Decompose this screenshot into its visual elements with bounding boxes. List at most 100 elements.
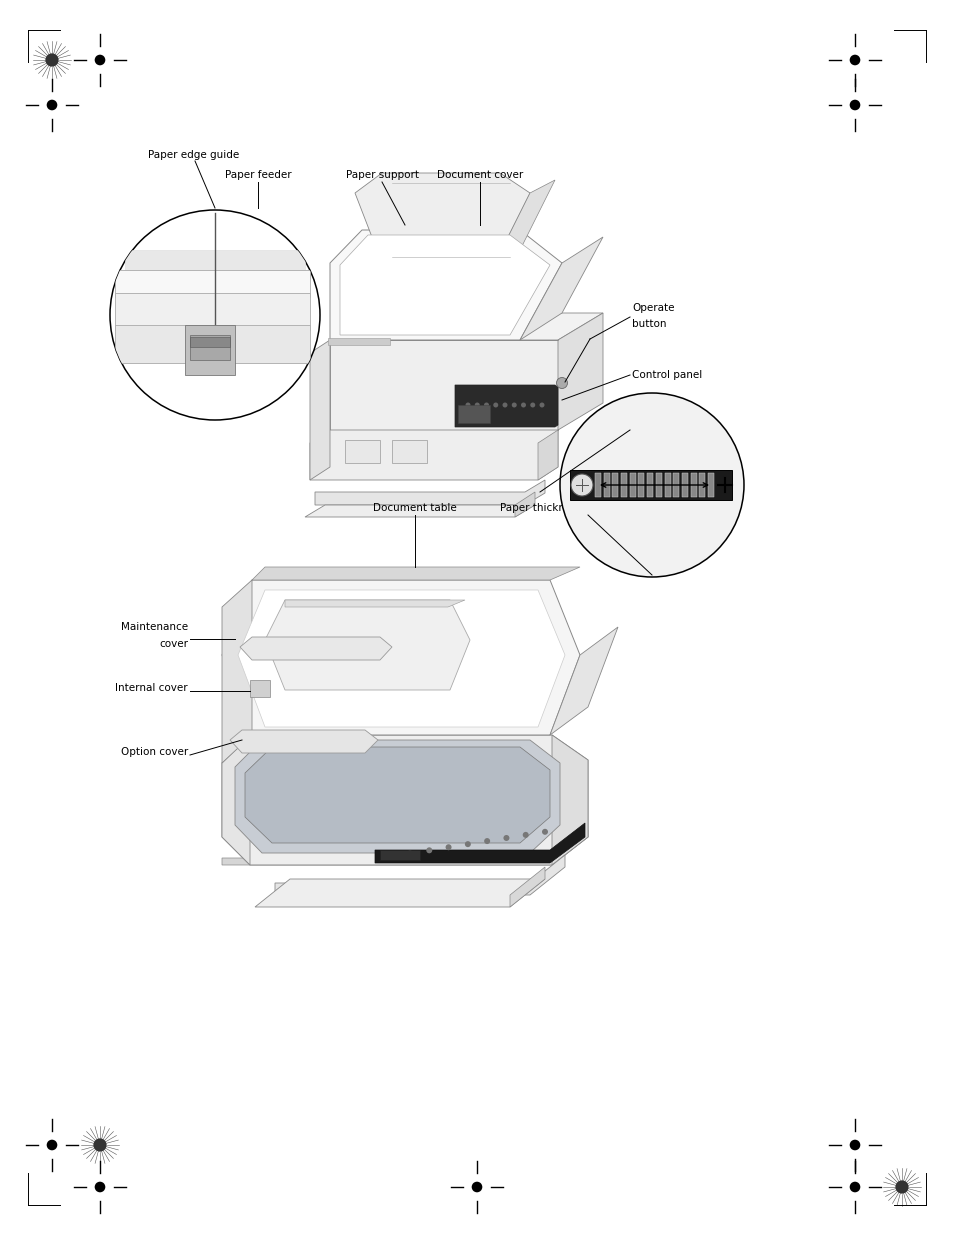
Polygon shape bbox=[681, 473, 687, 496]
Polygon shape bbox=[288, 300, 317, 330]
Text: Document cover: Document cover bbox=[436, 170, 522, 180]
Polygon shape bbox=[330, 340, 558, 430]
Polygon shape bbox=[339, 235, 550, 335]
Circle shape bbox=[841, 46, 868, 74]
Circle shape bbox=[849, 100, 860, 110]
Circle shape bbox=[841, 91, 868, 119]
Polygon shape bbox=[552, 735, 587, 864]
Polygon shape bbox=[222, 580, 579, 735]
Polygon shape bbox=[230, 730, 377, 753]
Polygon shape bbox=[245, 747, 550, 844]
Text: button: button bbox=[631, 319, 666, 329]
Circle shape bbox=[426, 847, 432, 853]
Polygon shape bbox=[115, 325, 310, 363]
Polygon shape bbox=[638, 473, 644, 496]
Circle shape bbox=[849, 1182, 860, 1192]
Circle shape bbox=[571, 474, 593, 496]
Polygon shape bbox=[707, 473, 713, 496]
Circle shape bbox=[47, 100, 57, 110]
Polygon shape bbox=[330, 230, 561, 340]
Text: Option cover: Option cover bbox=[121, 747, 188, 757]
Polygon shape bbox=[314, 480, 544, 505]
Circle shape bbox=[503, 835, 509, 841]
Polygon shape bbox=[563, 473, 583, 496]
Polygon shape bbox=[699, 473, 704, 496]
Polygon shape bbox=[222, 735, 587, 864]
Polygon shape bbox=[655, 473, 661, 496]
Text: Paper support: Paper support bbox=[345, 170, 418, 180]
Circle shape bbox=[445, 845, 451, 850]
Polygon shape bbox=[237, 590, 564, 727]
Circle shape bbox=[841, 1173, 868, 1200]
Polygon shape bbox=[515, 492, 535, 517]
Polygon shape bbox=[355, 173, 530, 263]
Text: Document table: Document table bbox=[373, 503, 456, 513]
Polygon shape bbox=[379, 850, 419, 860]
Circle shape bbox=[94, 54, 105, 65]
Polygon shape bbox=[222, 830, 587, 864]
Text: Paper feeder: Paper feeder bbox=[225, 170, 291, 180]
Circle shape bbox=[94, 1182, 105, 1192]
Polygon shape bbox=[595, 473, 600, 496]
Circle shape bbox=[556, 378, 567, 389]
Polygon shape bbox=[510, 867, 544, 906]
Text: Paper edge guide: Paper edge guide bbox=[148, 149, 239, 161]
Circle shape bbox=[483, 839, 490, 844]
Polygon shape bbox=[185, 325, 234, 375]
Text: Operate: Operate bbox=[631, 303, 674, 312]
Polygon shape bbox=[254, 879, 544, 906]
Text: Maintenance: Maintenance bbox=[121, 622, 188, 632]
Polygon shape bbox=[375, 823, 584, 863]
Polygon shape bbox=[190, 337, 230, 347]
Polygon shape bbox=[603, 473, 609, 496]
Circle shape bbox=[86, 46, 113, 74]
Circle shape bbox=[530, 403, 535, 408]
Circle shape bbox=[522, 832, 528, 837]
Circle shape bbox=[86, 1173, 113, 1200]
Circle shape bbox=[493, 403, 497, 408]
Polygon shape bbox=[222, 580, 252, 763]
Circle shape bbox=[471, 1182, 482, 1192]
Circle shape bbox=[511, 403, 517, 408]
Text: cover: cover bbox=[159, 638, 188, 650]
Circle shape bbox=[462, 1173, 491, 1200]
Circle shape bbox=[483, 403, 489, 408]
Text: Paper thickness switch: Paper thickness switch bbox=[500, 503, 618, 513]
Polygon shape bbox=[612, 473, 618, 496]
Circle shape bbox=[502, 403, 507, 408]
Polygon shape bbox=[673, 473, 679, 496]
Text: Output tray: Output tray bbox=[631, 425, 692, 435]
Polygon shape bbox=[392, 440, 427, 463]
Polygon shape bbox=[190, 335, 230, 359]
Circle shape bbox=[841, 1131, 868, 1158]
Circle shape bbox=[559, 393, 743, 577]
Circle shape bbox=[849, 54, 860, 65]
Polygon shape bbox=[285, 600, 464, 606]
Circle shape bbox=[882, 41, 920, 79]
Polygon shape bbox=[115, 270, 310, 296]
Polygon shape bbox=[690, 473, 696, 496]
Circle shape bbox=[520, 403, 525, 408]
Polygon shape bbox=[537, 430, 558, 480]
Circle shape bbox=[849, 1140, 860, 1150]
Polygon shape bbox=[274, 855, 564, 895]
Polygon shape bbox=[629, 473, 635, 496]
Polygon shape bbox=[569, 471, 731, 500]
Polygon shape bbox=[250, 680, 270, 697]
Circle shape bbox=[475, 403, 479, 408]
Polygon shape bbox=[310, 340, 330, 480]
Polygon shape bbox=[310, 430, 558, 480]
Circle shape bbox=[539, 403, 544, 408]
Polygon shape bbox=[455, 385, 558, 427]
Polygon shape bbox=[646, 473, 653, 496]
Polygon shape bbox=[550, 627, 618, 735]
Circle shape bbox=[895, 1181, 907, 1194]
Circle shape bbox=[465, 403, 470, 408]
Circle shape bbox=[46, 53, 58, 67]
Circle shape bbox=[38, 1131, 66, 1158]
Polygon shape bbox=[457, 405, 490, 424]
Polygon shape bbox=[345, 440, 379, 463]
Polygon shape bbox=[115, 293, 310, 330]
Polygon shape bbox=[519, 237, 602, 340]
Text: Internal cover: Internal cover bbox=[115, 683, 188, 693]
